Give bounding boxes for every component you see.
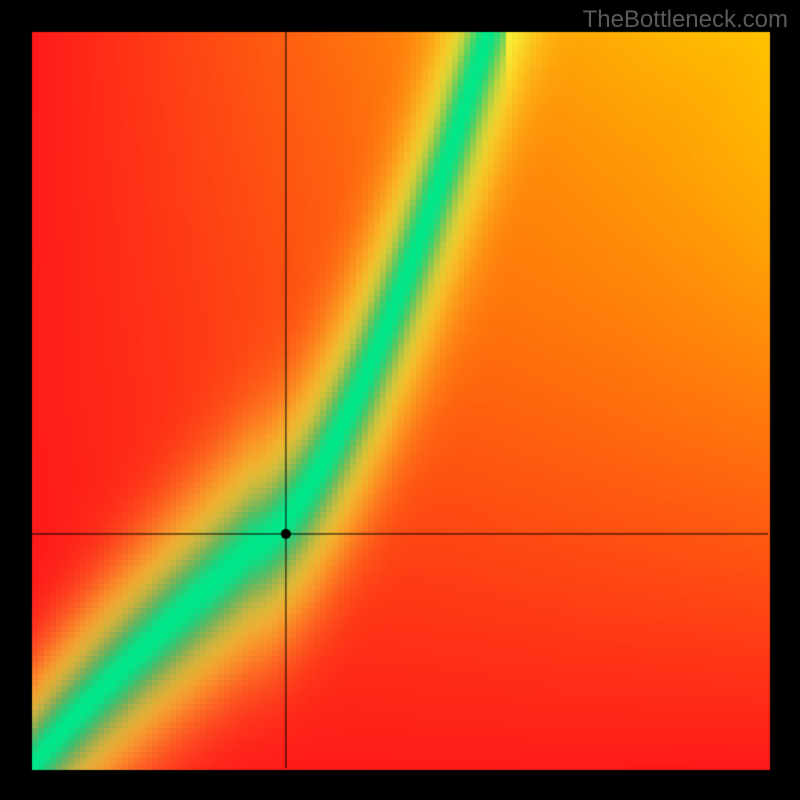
heatmap-canvas bbox=[0, 0, 800, 800]
watermark-text: TheBottleneck.com bbox=[583, 6, 788, 34]
chart-container: TheBottleneck.com bbox=[0, 0, 800, 800]
